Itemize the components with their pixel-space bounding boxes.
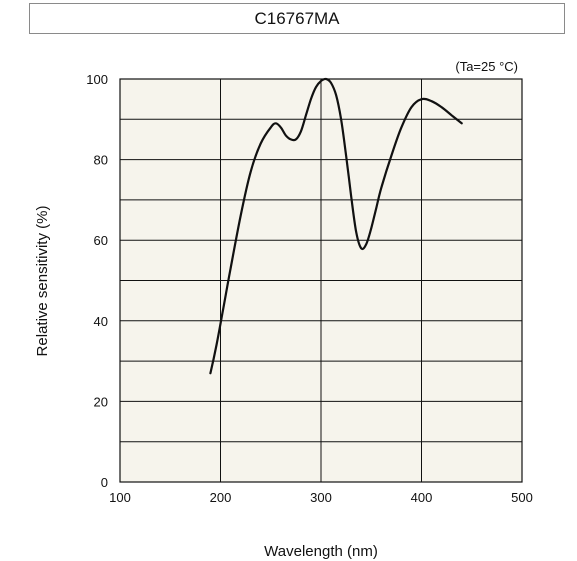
plot-frame [119, 78, 523, 483]
x-tick-label: 200 [210, 490, 232, 505]
x-axis-title: Wavelength (nm) [264, 543, 378, 560]
chart-title: C16767MA [29, 3, 565, 34]
x-tick-label: 100 [109, 490, 131, 505]
x-tick-label: 400 [411, 490, 433, 505]
y-tick-labels: 0 20 40 60 80 100 [86, 72, 108, 490]
y-tick-label: 20 [94, 394, 108, 409]
x-tick-label: 500 [511, 490, 533, 505]
y-tick-label: 60 [94, 233, 108, 248]
sensitivity-curve [209, 77, 463, 375]
x-tick-labels: 100 200 300 400 500 [109, 490, 533, 505]
x-tick-label: 300 [310, 490, 332, 505]
y-tick-label: 100 [86, 72, 108, 87]
y-axis-title: Relative sensitivity (%) [34, 206, 51, 357]
y-tick-label: 40 [94, 314, 108, 329]
temperature-condition: (Ta=25 °C) [455, 59, 518, 74]
y-tick-label: 80 [94, 153, 108, 168]
y-tick-label: 0 [101, 475, 108, 490]
grid-lines [120, 79, 522, 482]
